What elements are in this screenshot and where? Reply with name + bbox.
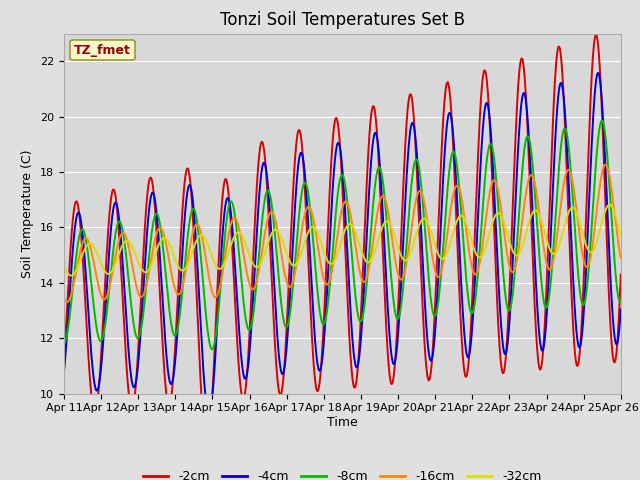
-4cm xyxy=(617,306,625,312)
-32cm xyxy=(606,202,614,208)
-16cm xyxy=(602,162,609,168)
-16cm xyxy=(298,227,306,232)
-2cm xyxy=(617,272,625,277)
-2cm xyxy=(157,303,164,309)
-8cm xyxy=(124,266,131,272)
Line: -16cm: -16cm xyxy=(64,165,621,302)
-2cm xyxy=(60,358,68,364)
-8cm xyxy=(274,263,282,269)
-2cm xyxy=(592,32,600,37)
-4cm xyxy=(594,70,602,76)
-16cm xyxy=(617,255,625,261)
-16cm xyxy=(546,266,554,272)
-16cm xyxy=(124,240,132,246)
-4cm xyxy=(606,270,614,276)
-32cm xyxy=(298,248,306,254)
-16cm xyxy=(157,225,164,231)
-8cm xyxy=(598,118,605,123)
Line: -8cm: -8cm xyxy=(64,120,621,349)
Line: -4cm: -4cm xyxy=(64,73,621,413)
-32cm xyxy=(124,238,132,244)
-16cm xyxy=(63,299,71,305)
-2cm xyxy=(274,379,282,384)
-16cm xyxy=(60,295,68,301)
-4cm xyxy=(157,264,164,270)
-32cm xyxy=(546,247,554,252)
-32cm xyxy=(274,228,282,234)
-32cm xyxy=(67,273,75,278)
-32cm xyxy=(157,238,164,244)
-2cm xyxy=(606,319,614,324)
-4cm xyxy=(274,338,282,344)
-16cm xyxy=(274,228,282,234)
-32cm xyxy=(60,263,68,269)
Line: -32cm: -32cm xyxy=(64,205,621,276)
-8cm xyxy=(617,299,625,305)
-2cm xyxy=(546,192,554,197)
-4cm xyxy=(60,369,68,374)
-2cm xyxy=(124,377,131,383)
-4cm xyxy=(124,334,131,339)
-4cm xyxy=(546,249,554,254)
-8cm xyxy=(546,286,554,292)
-8cm xyxy=(298,190,306,195)
-8cm xyxy=(606,194,614,200)
-4cm xyxy=(298,151,306,156)
Line: -2cm: -2cm xyxy=(64,35,621,448)
-2cm xyxy=(298,142,306,147)
-8cm xyxy=(60,341,68,347)
-2cm xyxy=(203,445,211,451)
-16cm xyxy=(606,177,614,183)
-32cm xyxy=(606,202,614,208)
-8cm xyxy=(157,225,164,230)
Y-axis label: Soil Temperature (C): Soil Temperature (C) xyxy=(22,149,35,278)
X-axis label: Time: Time xyxy=(327,416,358,429)
-32cm xyxy=(617,232,625,238)
-8cm xyxy=(208,347,216,352)
Legend: -2cm, -4cm, -8cm, -16cm, -32cm: -2cm, -4cm, -8cm, -16cm, -32cm xyxy=(138,465,547,480)
Title: Tonzi Soil Temperatures Set B: Tonzi Soil Temperatures Set B xyxy=(220,11,465,29)
-4cm xyxy=(205,410,212,416)
